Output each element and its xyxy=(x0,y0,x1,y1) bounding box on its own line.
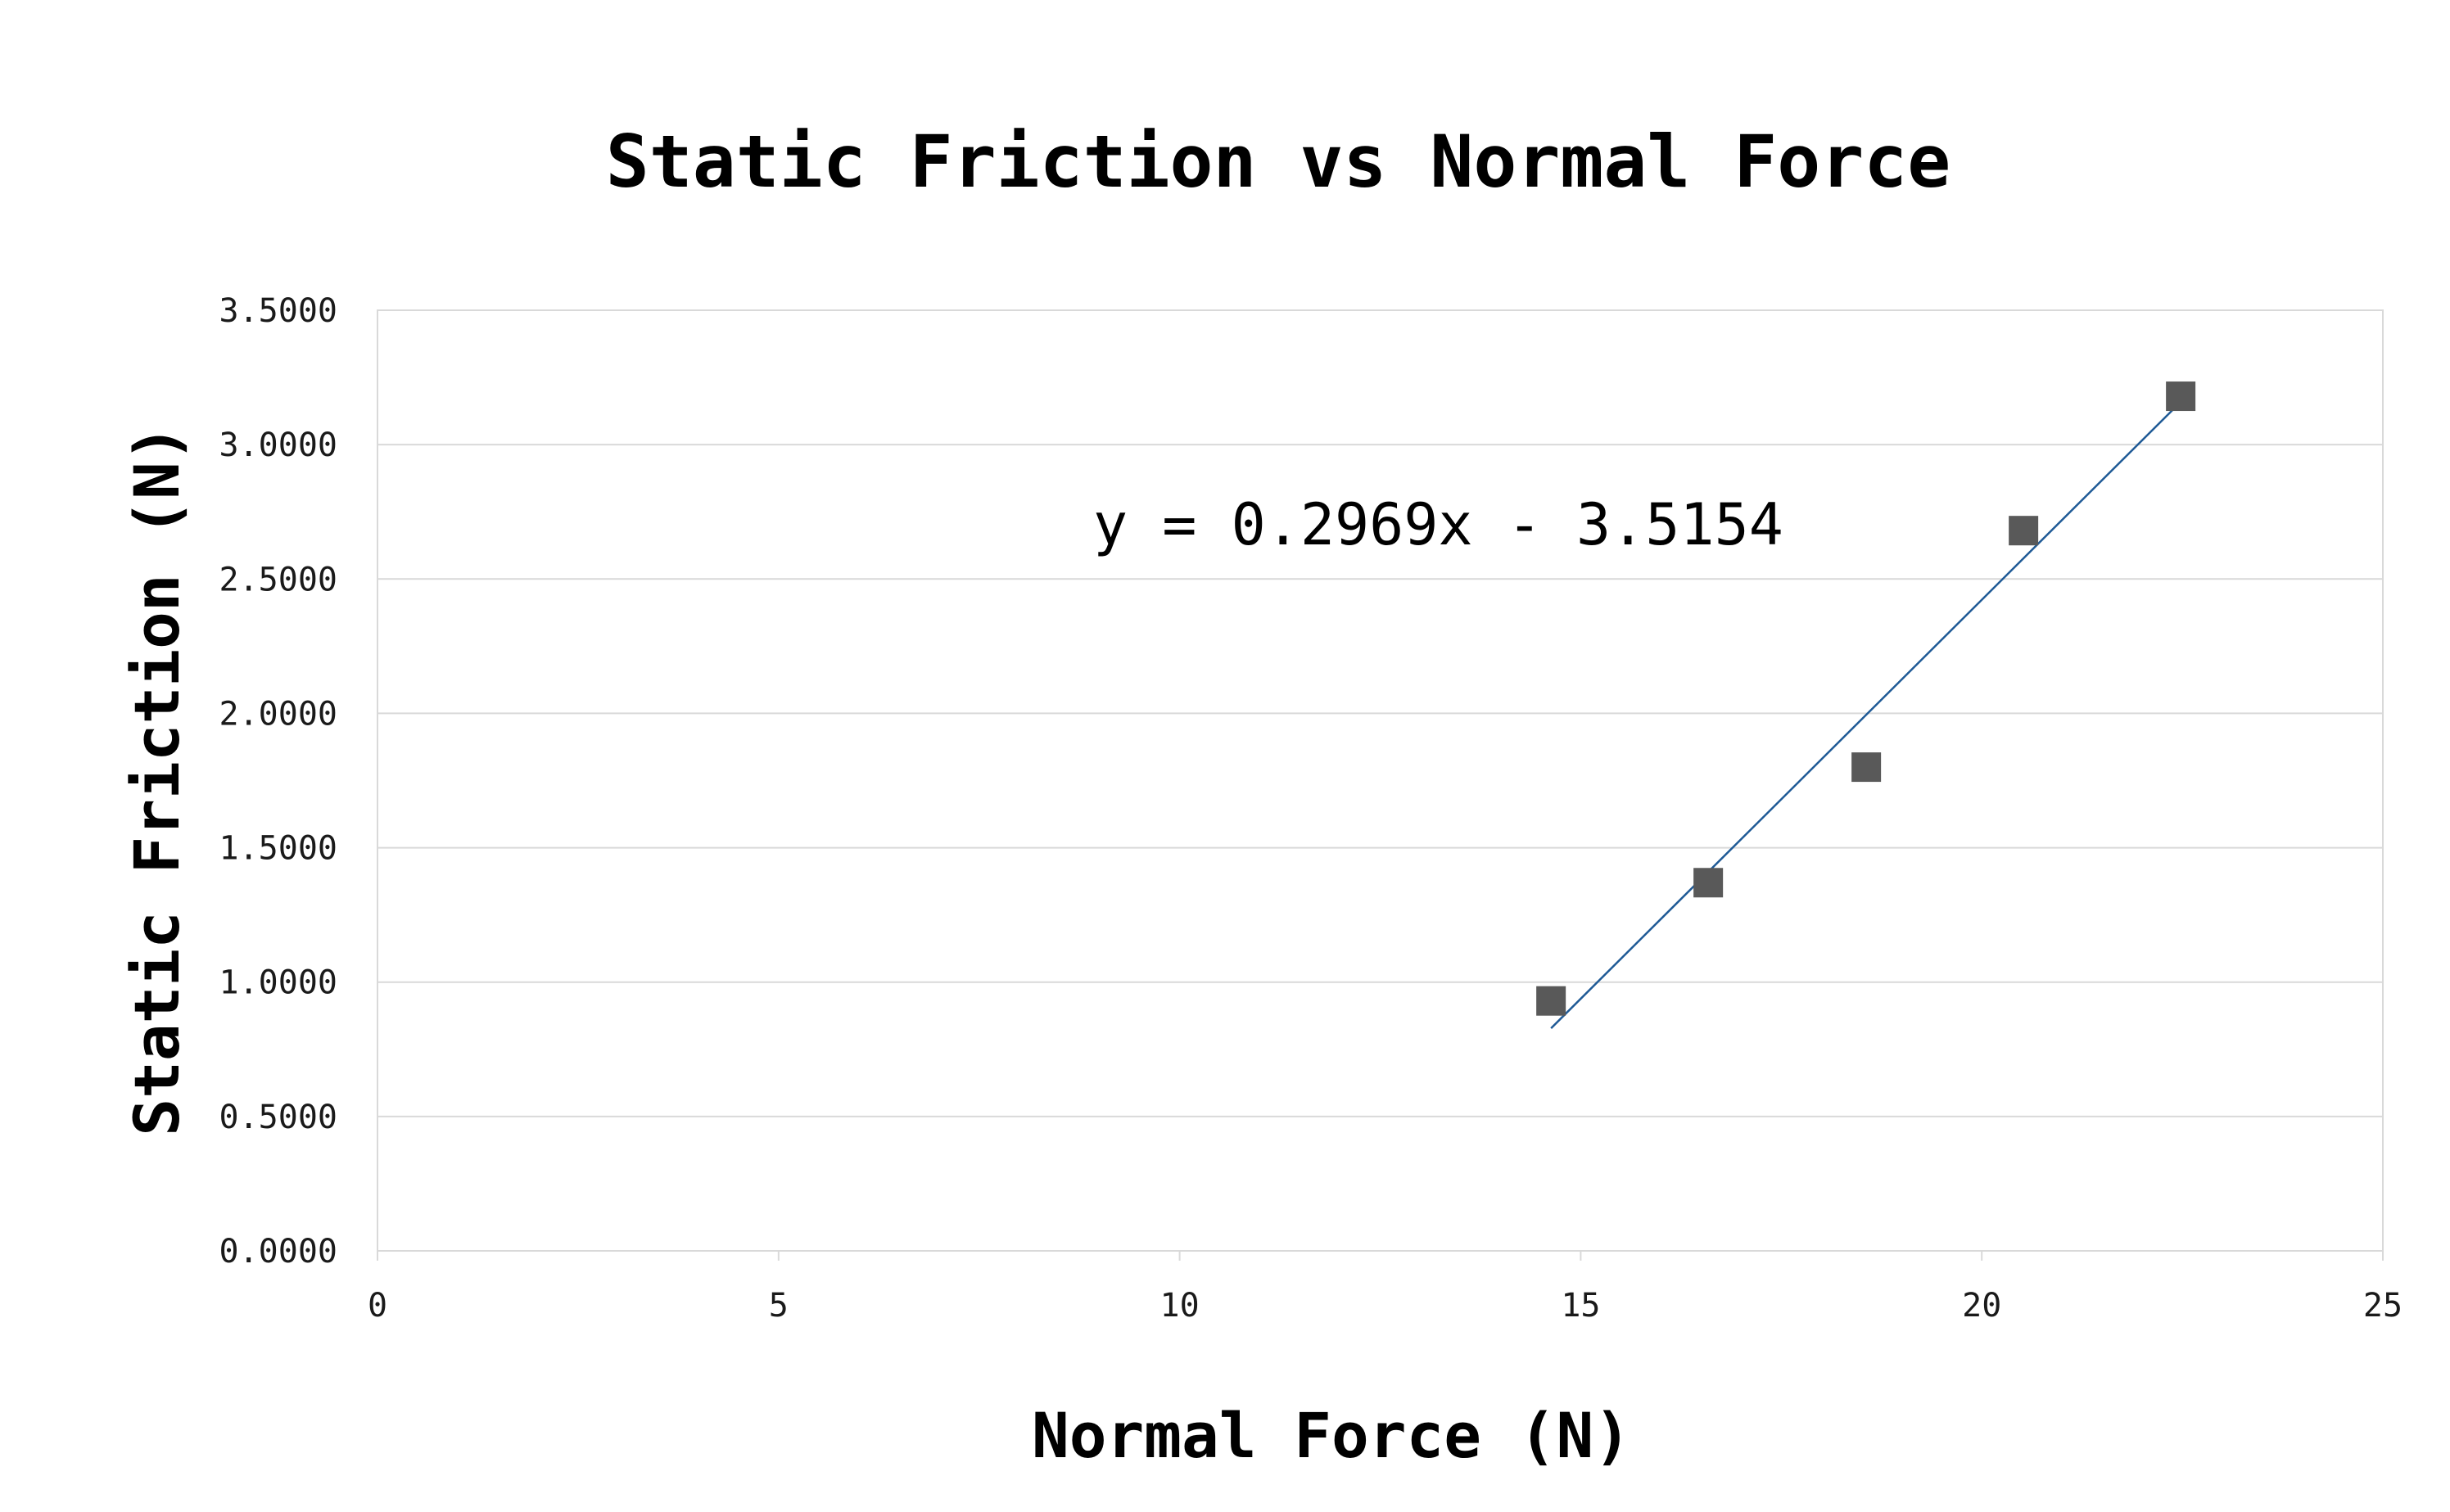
chart-title: Static Friction vs Normal Force xyxy=(606,120,1951,204)
y-tick-label: 2.5000 xyxy=(219,561,338,598)
x-tick-label: 15 xyxy=(1561,1287,1600,1325)
data-point xyxy=(1536,986,1566,1016)
x-tick-label: 20 xyxy=(1962,1287,2001,1325)
data-point xyxy=(2166,381,2196,412)
y-tick-label: 3.0000 xyxy=(219,427,338,464)
trendline-layer xyxy=(1550,401,2182,1029)
y-tick-label: 2.0000 xyxy=(219,695,338,733)
y-tick-label: 1.5000 xyxy=(219,830,338,868)
y-tick-label: 1.0000 xyxy=(219,964,338,1002)
data-point xyxy=(1693,868,1724,898)
data-point xyxy=(1851,752,1882,783)
y-tick-label: 3.5000 xyxy=(219,292,338,330)
trendline xyxy=(1550,401,2182,1029)
y-axis-ticks: 0.0000 0.5000 1.0000 1.5000 2.0000 2.5000 3.00… xyxy=(219,292,338,1271)
data-points xyxy=(1536,381,2196,1016)
x-tick-label: 25 xyxy=(2363,1287,2403,1325)
trendline-equation: y = 0.2969x - 3.5154 xyxy=(1093,491,1783,558)
x-tick-label: 10 xyxy=(1160,1287,1200,1325)
y-tick-label: 0.0000 xyxy=(219,1233,338,1271)
plot-area xyxy=(377,309,2384,1252)
data-point xyxy=(2009,516,2039,546)
x-tick-label: 0 xyxy=(368,1287,387,1325)
gridlines xyxy=(377,309,2383,1252)
x-tick-label: 5 xyxy=(769,1287,789,1325)
x-axis-ticks: 0 5 10 15 20 25 xyxy=(368,1251,2403,1325)
y-tick-label: 0.5000 xyxy=(219,1099,338,1136)
x-axis-title: Normal Force (N) xyxy=(1032,1399,1631,1472)
y-axis-title: Static Friction (N) xyxy=(120,424,193,1135)
